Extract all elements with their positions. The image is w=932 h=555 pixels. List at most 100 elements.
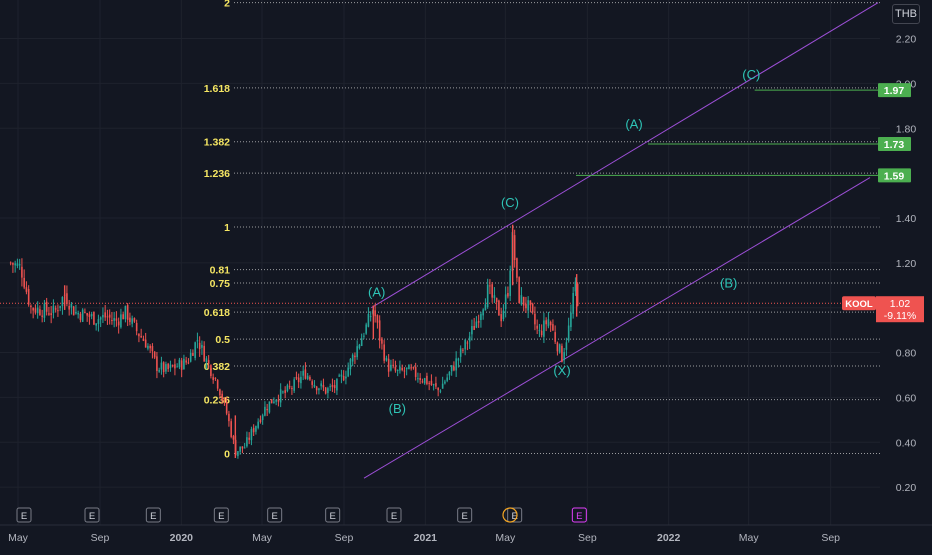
candle-body bbox=[431, 381, 433, 385]
earnings-marker-label: E bbox=[576, 511, 582, 522]
candle-body bbox=[21, 267, 23, 278]
candle-body bbox=[458, 358, 460, 360]
candle-body bbox=[453, 366, 455, 370]
candle-body bbox=[98, 319, 100, 324]
candle-body bbox=[257, 422, 259, 428]
candle-body bbox=[181, 360, 183, 369]
candle-body bbox=[109, 315, 111, 318]
candle-body bbox=[183, 359, 185, 370]
currency-button[interactable]: THB bbox=[892, 4, 920, 24]
wave-label: (C) bbox=[742, 67, 760, 82]
candle-body bbox=[95, 323, 97, 325]
candle-body bbox=[320, 383, 322, 386]
candle-body bbox=[46, 302, 48, 312]
candle-body bbox=[255, 426, 257, 432]
candle-body bbox=[48, 313, 50, 315]
candle-body bbox=[82, 310, 84, 322]
candle-body bbox=[464, 340, 466, 349]
candle-body bbox=[107, 316, 109, 317]
candle-body bbox=[10, 262, 12, 263]
candle-body bbox=[68, 306, 70, 310]
candle-body bbox=[156, 356, 158, 371]
candle-body bbox=[570, 313, 572, 327]
candle-body bbox=[165, 364, 167, 371]
candle-body bbox=[455, 358, 457, 370]
candle-body bbox=[104, 312, 106, 317]
candle-body bbox=[307, 376, 309, 379]
candle-body bbox=[327, 388, 329, 393]
candle-body bbox=[228, 414, 230, 421]
candle-body bbox=[419, 378, 421, 380]
candle-body bbox=[57, 310, 59, 311]
candle-body bbox=[548, 319, 550, 326]
earnings-marker-label: E bbox=[329, 511, 335, 522]
candle-body bbox=[100, 317, 102, 319]
candle-body bbox=[278, 400, 280, 402]
candle-body bbox=[422, 381, 424, 382]
candle-body bbox=[73, 307, 75, 316]
candle-body bbox=[539, 330, 541, 331]
candle-body bbox=[545, 320, 547, 324]
candle-body bbox=[413, 367, 415, 368]
candle-body bbox=[410, 367, 412, 368]
candle-body bbox=[244, 448, 246, 449]
candle-body bbox=[323, 385, 325, 387]
candle-body bbox=[386, 358, 388, 361]
candle-body bbox=[116, 318, 118, 320]
candle-body bbox=[550, 322, 552, 325]
candle-body bbox=[523, 297, 525, 306]
candle-body bbox=[102, 315, 104, 317]
candle-body bbox=[293, 379, 295, 390]
candle-body bbox=[14, 263, 16, 265]
earnings-marker-label: E bbox=[150, 511, 156, 522]
candle-body bbox=[125, 306, 127, 319]
earnings-marker-label: E bbox=[271, 511, 277, 522]
price-axis-tick: 1.80 bbox=[896, 123, 917, 135]
candle-body bbox=[505, 294, 507, 309]
candle-body bbox=[167, 364, 169, 369]
fib-level-label: 2 bbox=[224, 0, 230, 10]
candle-body bbox=[334, 385, 336, 388]
candle-body bbox=[50, 313, 52, 315]
candle-body bbox=[237, 451, 239, 456]
candle-body bbox=[494, 295, 496, 298]
fib-level-label: 0.81 bbox=[210, 265, 231, 277]
candle-body bbox=[32, 308, 34, 311]
candle-body bbox=[341, 375, 343, 377]
candle-body bbox=[498, 301, 500, 316]
candle-body bbox=[316, 387, 318, 391]
candle-body bbox=[365, 324, 367, 333]
candle-body bbox=[143, 339, 145, 341]
candle-body bbox=[469, 336, 471, 341]
candle-body bbox=[233, 436, 235, 440]
candle-body bbox=[152, 346, 154, 351]
candle-body bbox=[352, 355, 354, 362]
wave-label: (B) bbox=[389, 401, 406, 416]
price-axis-tick: 0.60 bbox=[896, 392, 917, 404]
candle-body bbox=[347, 368, 349, 377]
candle-body bbox=[280, 389, 282, 402]
time-axis-label: Sep bbox=[91, 532, 110, 544]
candle-body bbox=[289, 386, 291, 387]
candle-body bbox=[275, 400, 277, 402]
candle-body bbox=[514, 235, 516, 260]
change-pct-label: -9.11% bbox=[884, 310, 917, 322]
price-axis-tick: 2.20 bbox=[896, 34, 917, 46]
candle-body bbox=[503, 311, 505, 320]
candle-body bbox=[350, 359, 352, 369]
candle-body bbox=[215, 378, 217, 379]
time-axis-label: Sep bbox=[821, 532, 840, 544]
wave-label: (C) bbox=[501, 195, 519, 210]
candle-body bbox=[460, 348, 462, 356]
candle-body bbox=[440, 391, 442, 392]
candle-body bbox=[221, 394, 223, 400]
candle-body bbox=[147, 346, 149, 349]
candle-body bbox=[408, 365, 410, 369]
candle-body bbox=[521, 295, 523, 304]
candle-body bbox=[30, 306, 32, 307]
candle-body bbox=[566, 342, 568, 349]
candle-body bbox=[224, 399, 226, 400]
candle-body bbox=[485, 304, 487, 310]
